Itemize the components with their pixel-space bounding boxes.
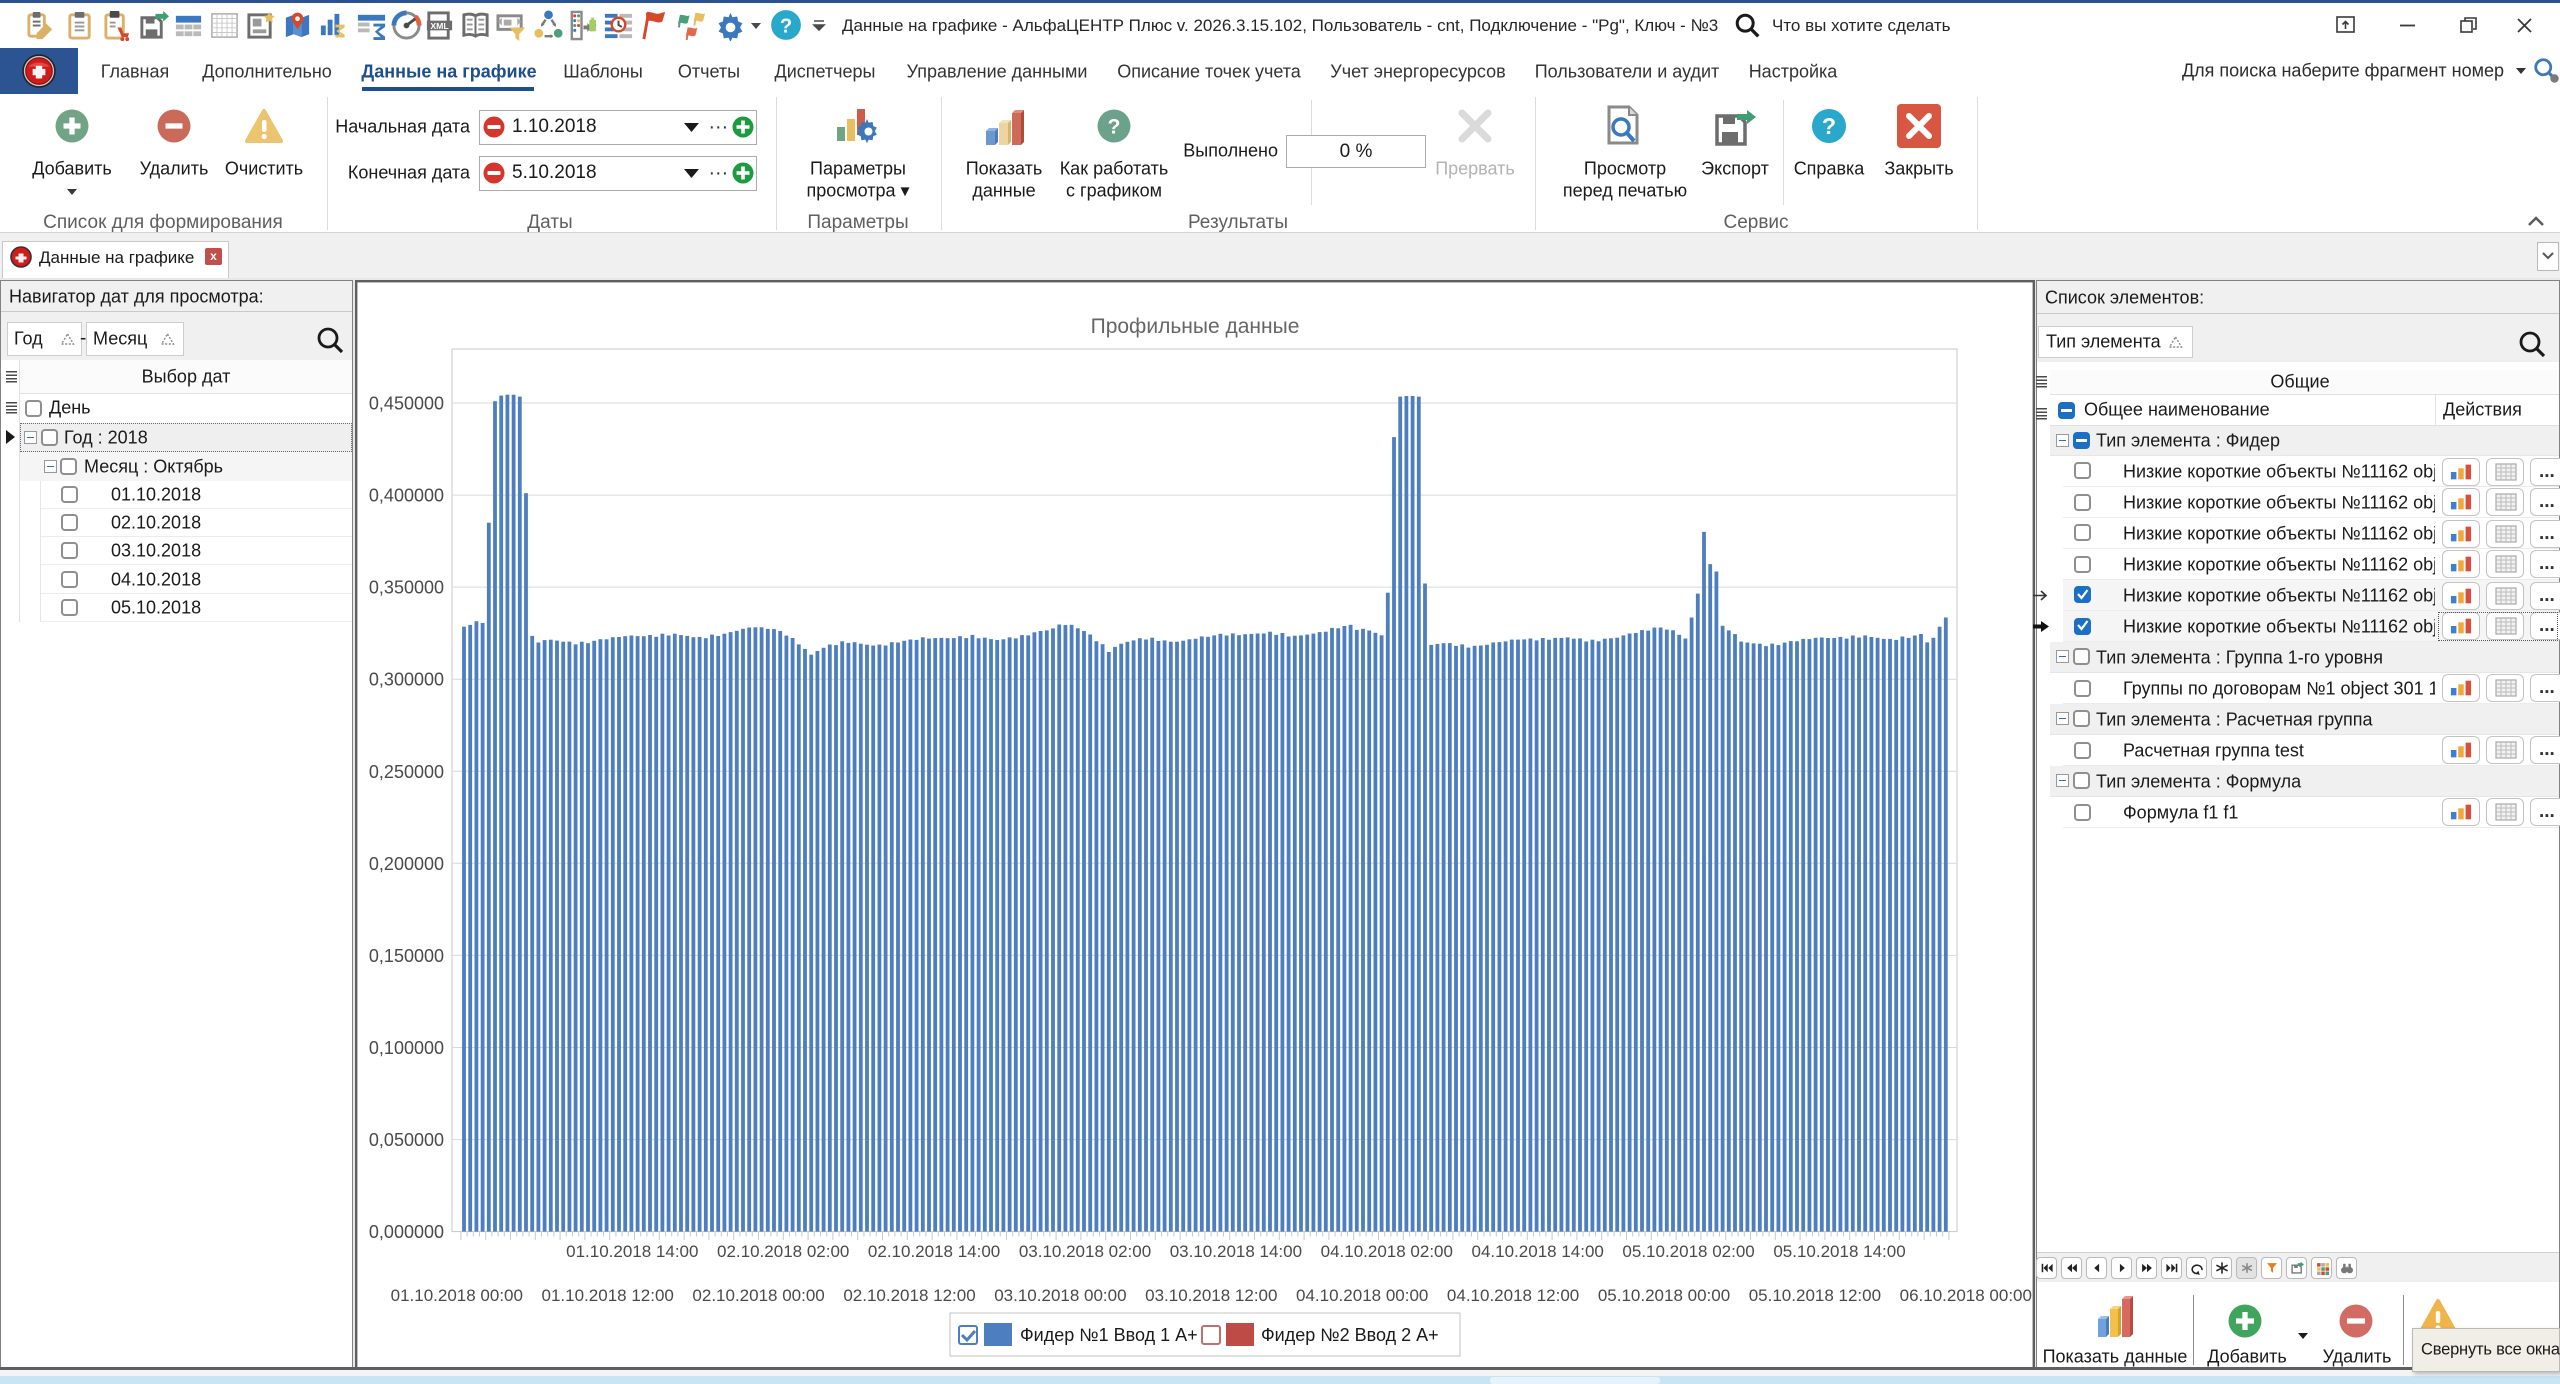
svg-text:01.10.2018 12:00: 01.10.2018 12:00 [542, 1286, 674, 1305]
svg-text:01.10.2018 00:00: 01.10.2018 00:00 [391, 1286, 523, 1305]
svg-text:06.10.2018 00:00: 06.10.2018 00:00 [1900, 1286, 2032, 1305]
svg-text:04.10.2018 02:00: 04.10.2018 02:00 [1321, 1242, 1453, 1261]
svg-text:0,400000: 0,400000 [369, 486, 444, 506]
svg-text:04.10.2018 12:00: 04.10.2018 12:00 [1447, 1286, 1579, 1305]
svg-text:0,300000: 0,300000 [369, 670, 444, 690]
svg-text:05.10.2018 02:00: 05.10.2018 02:00 [1622, 1242, 1754, 1261]
svg-text:0,200000: 0,200000 [369, 854, 444, 874]
svg-text:05.10.2018 14:00: 05.10.2018 14:00 [1773, 1242, 1905, 1261]
svg-text:03.10.2018 00:00: 03.10.2018 00:00 [994, 1286, 1126, 1305]
svg-text:02.10.2018 02:00: 02.10.2018 02:00 [717, 1242, 849, 1261]
svg-text:04.10.2018 14:00: 04.10.2018 14:00 [1472, 1242, 1604, 1261]
svg-text:01.10.2018 14:00: 01.10.2018 14:00 [566, 1242, 698, 1261]
svg-text:Фидер №1 Ввод 1 А+: Фидер №1 Ввод 1 А+ [1020, 1325, 1198, 1345]
svg-text:?: ? [780, 15, 792, 37]
svg-text:0,100000: 0,100000 [369, 1038, 444, 1058]
svg-text:0,350000: 0,350000 [369, 578, 444, 598]
svg-text:02.10.2018 12:00: 02.10.2018 12:00 [843, 1286, 975, 1305]
svg-text:?: ? [1822, 113, 1836, 139]
svg-text:04.10.2018 00:00: 04.10.2018 00:00 [1296, 1286, 1428, 1305]
svg-text:?: ? [1108, 114, 1121, 138]
svg-text:XML: XML [430, 21, 449, 31]
svg-text:0,000000: 0,000000 [369, 1222, 444, 1242]
svg-text:03.10.2018 12:00: 03.10.2018 12:00 [1145, 1286, 1277, 1305]
svg-text:0,050000: 0,050000 [369, 1130, 444, 1150]
svg-text:02.10.2018 14:00: 02.10.2018 14:00 [868, 1242, 1000, 1261]
svg-text:0,250000: 0,250000 [369, 762, 444, 782]
svg-text:0,450000: 0,450000 [369, 394, 444, 414]
svg-text:03.10.2018 02:00: 03.10.2018 02:00 [1019, 1242, 1151, 1261]
svg-text:05.10.2018 00:00: 05.10.2018 00:00 [1598, 1286, 1730, 1305]
svg-text:03.10.2018 14:00: 03.10.2018 14:00 [1170, 1242, 1302, 1261]
svg-text:Профильные данные: Профильные данные [1091, 315, 1300, 338]
svg-text:Фидер №2 Ввод 2 А+: Фидер №2 Ввод 2 А+ [1261, 1325, 1439, 1345]
svg-text:02.10.2018 00:00: 02.10.2018 00:00 [692, 1286, 824, 1305]
svg-text:05.10.2018 12:00: 05.10.2018 12:00 [1749, 1286, 1881, 1305]
svg-text:0,150000: 0,150000 [369, 946, 444, 966]
